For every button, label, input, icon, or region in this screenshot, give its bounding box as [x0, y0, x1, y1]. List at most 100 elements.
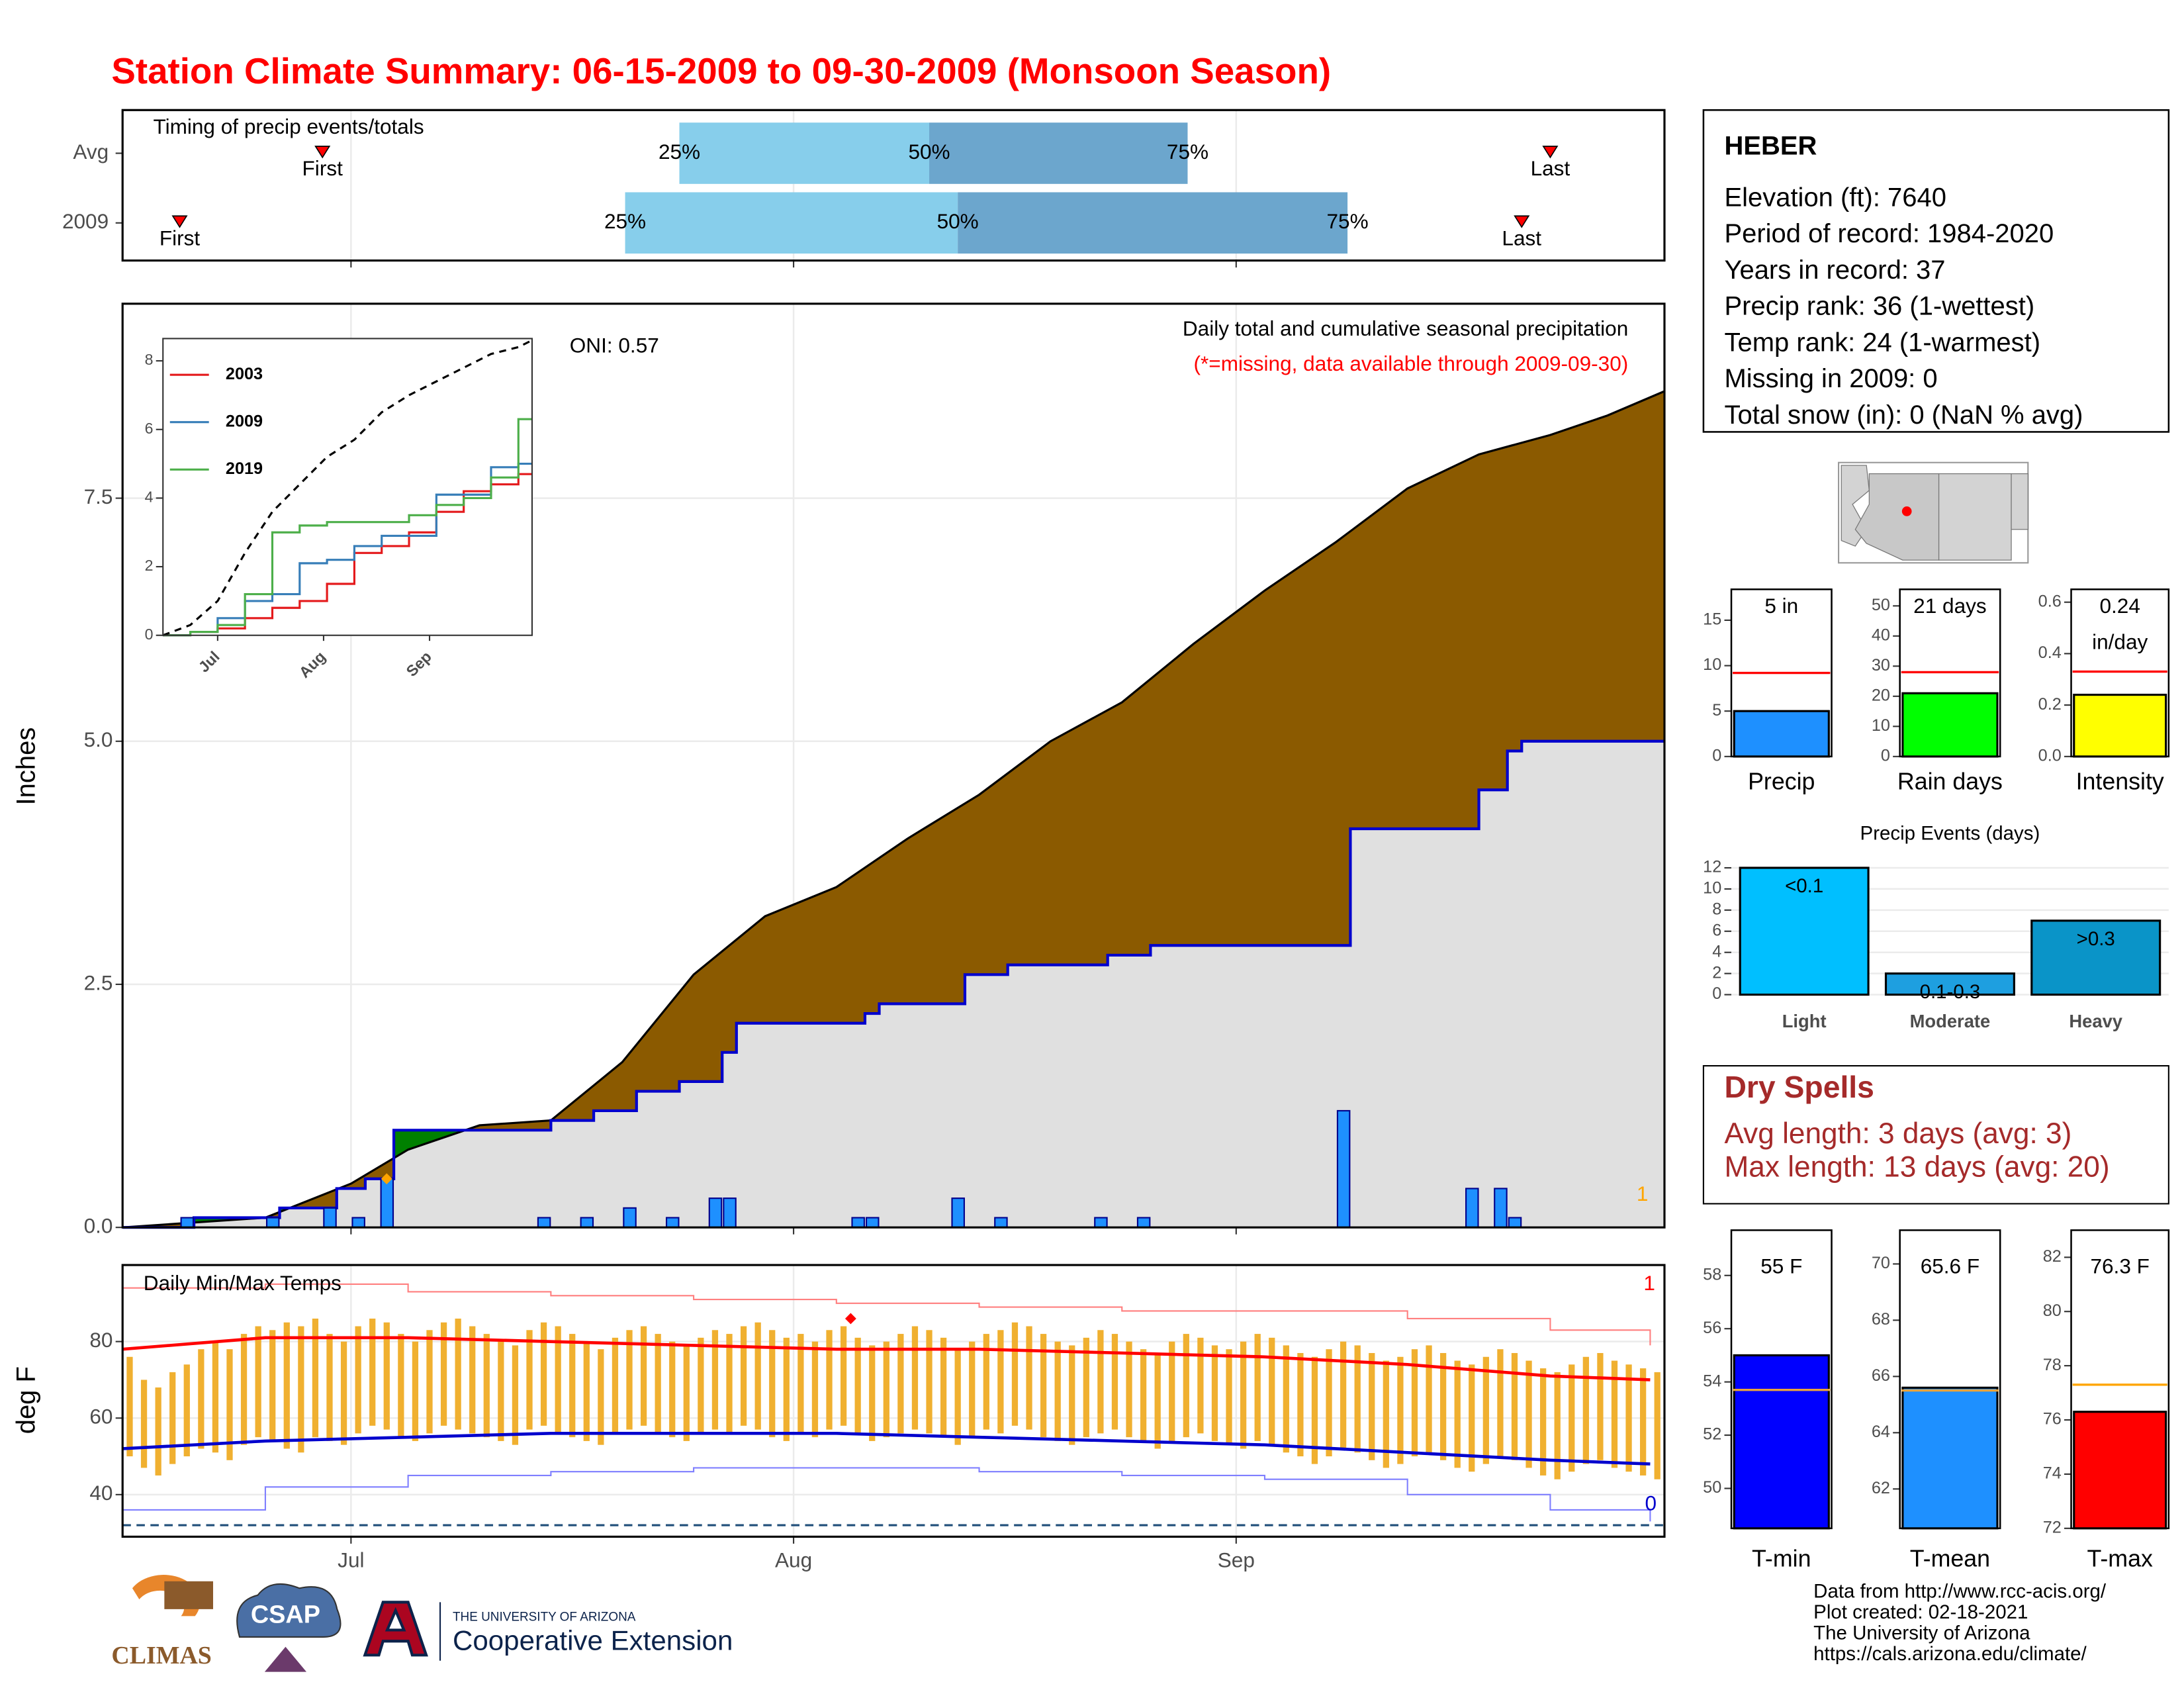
temp-bar	[1597, 1352, 1604, 1460]
temp-bar	[369, 1318, 376, 1426]
temp-bar	[1582, 1356, 1589, 1464]
temp-bar	[512, 1345, 519, 1445]
daily-bar	[1136, 1217, 1151, 1229]
y-tick-label: 76	[2043, 1410, 2062, 1429]
quartile-label: 75%	[1167, 140, 1208, 164]
station-line: Years in record: 37	[1724, 256, 1945, 285]
panel-frame	[121, 1264, 1666, 1538]
event-bar	[1884, 972, 2015, 996]
temp-bar	[1569, 1364, 1575, 1472]
temp-line	[122, 1432, 1651, 1466]
temp-bar	[783, 1337, 790, 1441]
record-marker	[844, 1313, 856, 1325]
map-state	[1938, 473, 2012, 561]
y-axis-title: Inches	[12, 727, 41, 806]
credit-line: https://cals.arizona.edu/climate/	[1813, 1643, 2087, 1665]
timing-panel: Timing of precip events/totals Avg 25% 50% 7…	[62, 109, 1666, 268]
chart-title: Precip Events (days)	[1860, 822, 2040, 844]
legend-label: 2019	[226, 459, 263, 478]
value-label: 21 days	[1913, 594, 1986, 618]
y-tick-label: 66	[1872, 1366, 1890, 1385]
station-name: HEBER	[1724, 132, 1817, 161]
temp-bar	[1026, 1326, 1032, 1430]
category-label: T-min	[1752, 1546, 1811, 1572]
temp-bar	[1383, 1360, 1389, 1468]
temp-bar	[198, 1349, 205, 1449]
temp-bar	[1269, 1337, 1275, 1445]
x-tick-label: Aug	[775, 1548, 812, 1572]
temp-bar	[797, 1334, 804, 1434]
y-tick-label: 56	[1703, 1319, 1721, 1337]
temp-bar	[1639, 1368, 1647, 1476]
temp-bar	[1054, 1341, 1061, 1441]
temp-bar	[669, 1341, 676, 1438]
quartile-bar	[625, 192, 958, 254]
credit-line: Data from http://www.rcc-acis.org/	[1813, 1580, 2107, 1602]
event-bar	[1739, 867, 1870, 996]
temp-bar	[1111, 1334, 1118, 1430]
station-line: Period of record: 1984-2020	[1724, 219, 2054, 248]
temp-bar	[1497, 1349, 1504, 1457]
y-tick-label: 2	[1712, 963, 1721, 982]
daily-bar	[580, 1217, 594, 1229]
temp-bar	[612, 1337, 619, 1434]
temp-bar	[911, 1326, 919, 1430]
quartile-label: 25%	[604, 209, 646, 233]
temp-bar	[298, 1326, 304, 1453]
temp-bar	[540, 1322, 547, 1426]
y-tick-label: 20	[1872, 686, 1890, 704]
temp-bar	[583, 1341, 590, 1441]
inset-bg	[163, 338, 532, 635]
y-tick-label: 0	[145, 626, 154, 643]
y-tick-label: 15	[1703, 610, 1721, 629]
temp-bar	[212, 1341, 219, 1453]
y-tick-label: 82	[2043, 1247, 2062, 1266]
map-state	[2011, 473, 2028, 530]
y-tick-label: 10	[1703, 655, 1721, 674]
y-tick-label: 40	[89, 1481, 113, 1505]
x-tick-label: Jul	[338, 1548, 364, 1572]
temp-bar	[1183, 1334, 1189, 1438]
temp-bar	[1154, 1352, 1161, 1449]
daily-bar	[708, 1197, 723, 1229]
inset-line	[163, 473, 532, 637]
temp-bar	[1240, 1341, 1247, 1449]
daily-bar	[866, 1217, 880, 1229]
y-tick-label: 0	[1712, 984, 1721, 1003]
y-tick-label: 58	[1703, 1265, 1721, 1284]
y-tick-label: 62	[1872, 1479, 1890, 1497]
y-tick-label: 4	[1712, 942, 1721, 961]
missing-marker	[381, 1173, 392, 1185]
precip-panel: 0.0 2.5 5.0 7.5 Inches 1 ONI: 0.57 Daily total …	[12, 303, 1666, 1238]
bar-label: 0.1-0.3	[1920, 981, 1981, 1003]
temp-bar	[1469, 1364, 1475, 1472]
temp-bar	[326, 1334, 333, 1441]
temp-bar	[498, 1341, 504, 1441]
summary-bar	[1733, 710, 1830, 758]
temp-bar	[1554, 1372, 1561, 1479]
temp-bar	[1283, 1345, 1289, 1453]
temp-bar	[769, 1330, 776, 1438]
temp-bar	[811, 1341, 819, 1438]
daily-bar	[723, 1197, 737, 1229]
daily-bar	[665, 1217, 680, 1229]
temp-bar	[626, 1330, 633, 1430]
temp-bar	[340, 1341, 347, 1445]
temp-bar	[555, 1326, 561, 1434]
y-tick-label: 0	[1881, 746, 1890, 765]
event-marker	[314, 146, 331, 159]
category-label: Precip	[1748, 768, 1815, 794]
event-label: First	[302, 156, 343, 180]
events-chart: 0 2 4 6 8 10 12 <0.1 Light 0.1-0.3 Moderate >0.3 Hea…	[1703, 822, 2169, 1031]
temp-line	[122, 1467, 1651, 1522]
unit-label: in/day	[2092, 630, 2148, 654]
temp-bar	[1340, 1341, 1347, 1449]
panel-title: Daily total and cumulative seasonal prec…	[1183, 316, 1628, 340]
temp-bar	[1297, 1352, 1304, 1457]
summary-chart: 50 52 54 56 58 55 F T-min	[1703, 1229, 1833, 1572]
temp-bar	[1040, 1334, 1047, 1438]
y-axis-title: deg F	[12, 1366, 41, 1434]
temp-bar	[426, 1330, 433, 1434]
summary-chart: 62 64 66 68 70 65.6 F T-mean	[1872, 1229, 2001, 1572]
temp-line	[122, 1336, 1651, 1382]
